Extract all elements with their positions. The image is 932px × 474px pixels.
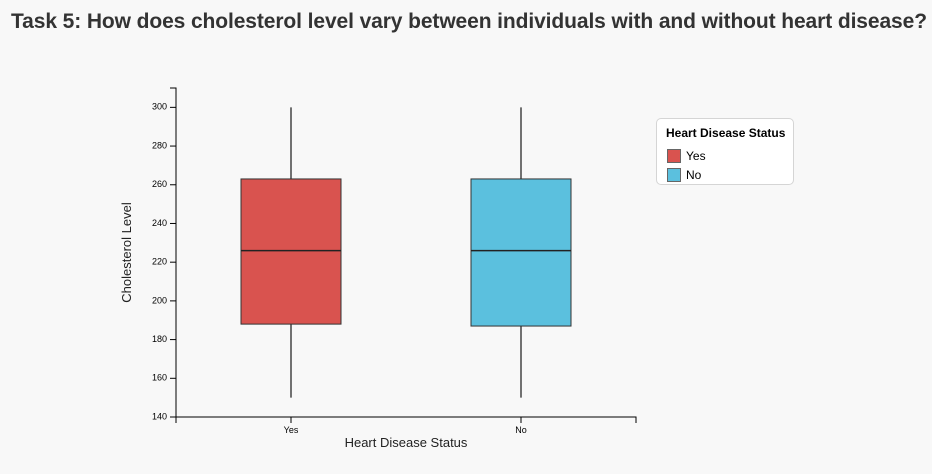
legend: Heart Disease Status Yes No — [656, 118, 794, 185]
legend-swatch-yes — [667, 148, 681, 163]
y-axis: 140 160 180 200 220 240 260 280 300 — [152, 87, 177, 421]
box-no — [470, 107, 572, 398]
legend-item-yes: Yes — [667, 148, 706, 163]
page-title: Task 5: How does cholesterol level vary … — [11, 10, 927, 33]
y-tick-label: 220 — [152, 257, 167, 267]
legend-title: Heart Disease Status — [666, 126, 786, 140]
y-axis-line — [170, 87, 177, 418]
box-series — [240, 107, 572, 398]
iqr-box — [240, 178, 342, 325]
y-tick-label: 160 — [152, 373, 167, 383]
iqr-box — [470, 178, 572, 327]
y-tick-label: 140 — [152, 411, 167, 421]
y-tick-label: 240 — [152, 218, 167, 228]
x-axis-title: Heart Disease Status — [345, 435, 468, 450]
y-tick-label: 300 — [152, 102, 167, 112]
y-tick-label: 280 — [152, 140, 167, 150]
x-tick-label: No — [515, 425, 527, 435]
legend-label-no: No — [686, 167, 702, 182]
y-tick-label: 260 — [152, 179, 167, 189]
x-axis-line — [175, 416, 637, 423]
y-axis-title: Cholesterol Level — [119, 202, 134, 303]
legend-swatch-no — [667, 167, 681, 182]
y-tick-label: 180 — [152, 334, 167, 344]
x-axis: Yes No — [175, 416, 637, 435]
legend-label-yes: Yes — [686, 148, 706, 163]
box-yes — [240, 107, 342, 398]
x-tick-label: Yes — [284, 425, 299, 435]
legend-item-no: No — [667, 167, 701, 182]
y-tick-label: 200 — [152, 295, 167, 305]
